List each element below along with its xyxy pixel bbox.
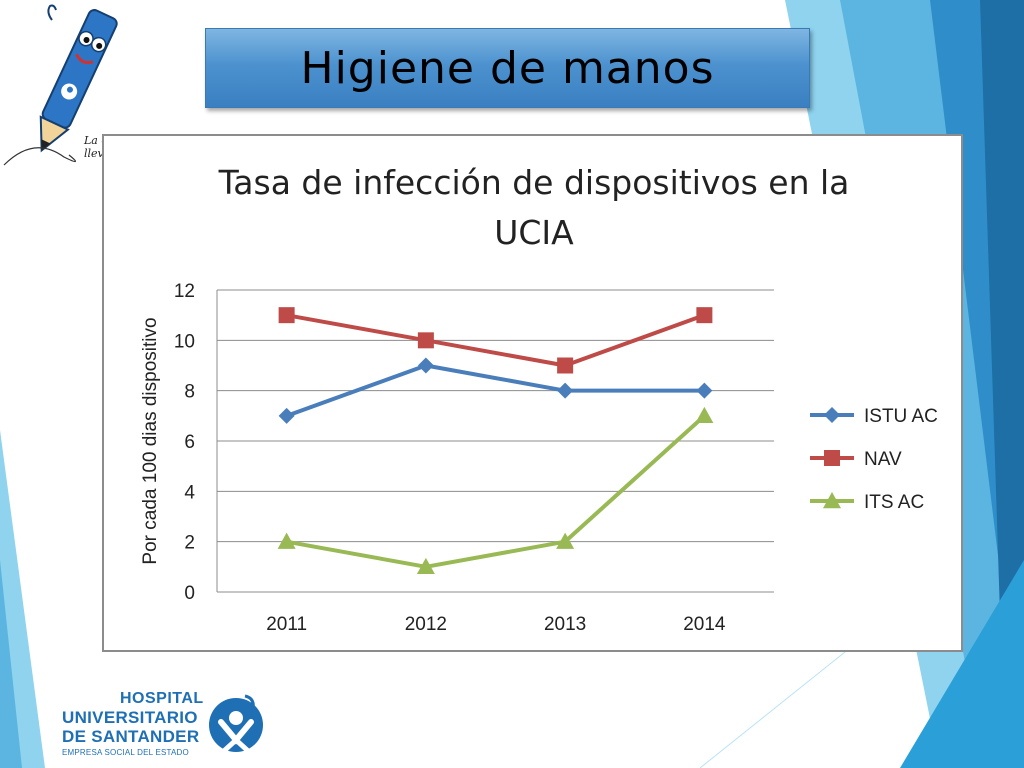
series-line bbox=[285, 363, 705, 418]
legend-marker bbox=[824, 407, 840, 423]
hospital-name-line1: HOSPITAL bbox=[120, 690, 204, 707]
legend-label: ITS AC bbox=[864, 492, 924, 513]
legend-label: NAV bbox=[864, 449, 902, 470]
y-axis-label: Por cada 100 dias dispositivo bbox=[140, 317, 161, 564]
y-tick-label: 12 bbox=[174, 281, 195, 302]
data-point bbox=[417, 332, 434, 349]
data-point bbox=[278, 407, 295, 424]
data-point bbox=[695, 406, 714, 424]
hospital-tagline: EMPRESA SOCIAL DEL ESTADO bbox=[62, 748, 189, 757]
data-point bbox=[696, 307, 713, 324]
chart-frame: Tasa de infección de dispositivos en la U… bbox=[102, 134, 963, 652]
hospital-logo: HOSPITAL UNIVERSITARIO DE SANTANDER EMPR… bbox=[62, 688, 282, 760]
data-point bbox=[278, 307, 295, 324]
y-tick-label: 6 bbox=[184, 432, 195, 453]
series-line bbox=[286, 313, 706, 368]
y-tick-label: 4 bbox=[184, 482, 195, 503]
x-tick-label: 2011 bbox=[266, 614, 307, 635]
y-tick-label: 2 bbox=[184, 533, 195, 554]
y-tick-label: 0 bbox=[184, 583, 195, 604]
slide-title: Higiene de manos bbox=[300, 42, 715, 94]
data-point bbox=[696, 382, 713, 399]
data-point bbox=[417, 357, 434, 374]
pencil-mascot-logo bbox=[3, 4, 118, 166]
x-tick-label: 2014 bbox=[683, 614, 726, 635]
x-tick-label: 2013 bbox=[544, 614, 586, 635]
y-tick-label: 10 bbox=[174, 331, 195, 352]
legend-marker bbox=[824, 450, 840, 466]
data-point bbox=[277, 532, 296, 549]
data-point bbox=[416, 557, 435, 575]
hospital-name-line3: DE SANTANDER bbox=[62, 727, 200, 746]
x-tick-label: 2012 bbox=[405, 614, 447, 635]
series-line bbox=[286, 414, 706, 569]
chart-title-line1: Tasa de infección de dispositivos en la bbox=[218, 163, 850, 202]
slide-title-box: Higiene de manos bbox=[205, 28, 810, 108]
line-chart: Tasa de infección de dispositivos en la U… bbox=[140, 163, 938, 635]
hospital-emblem-icon bbox=[209, 694, 263, 753]
y-tick-label: 8 bbox=[184, 382, 195, 403]
data-point bbox=[557, 357, 574, 374]
chart-title-line2: UCIA bbox=[494, 213, 574, 252]
data-point bbox=[557, 382, 574, 399]
legend-label: ISTU AC bbox=[864, 406, 938, 427]
legend-marker bbox=[823, 492, 841, 509]
data-point bbox=[556, 532, 575, 549]
hospital-name-line2: UNIVERSITARIO bbox=[62, 708, 198, 727]
